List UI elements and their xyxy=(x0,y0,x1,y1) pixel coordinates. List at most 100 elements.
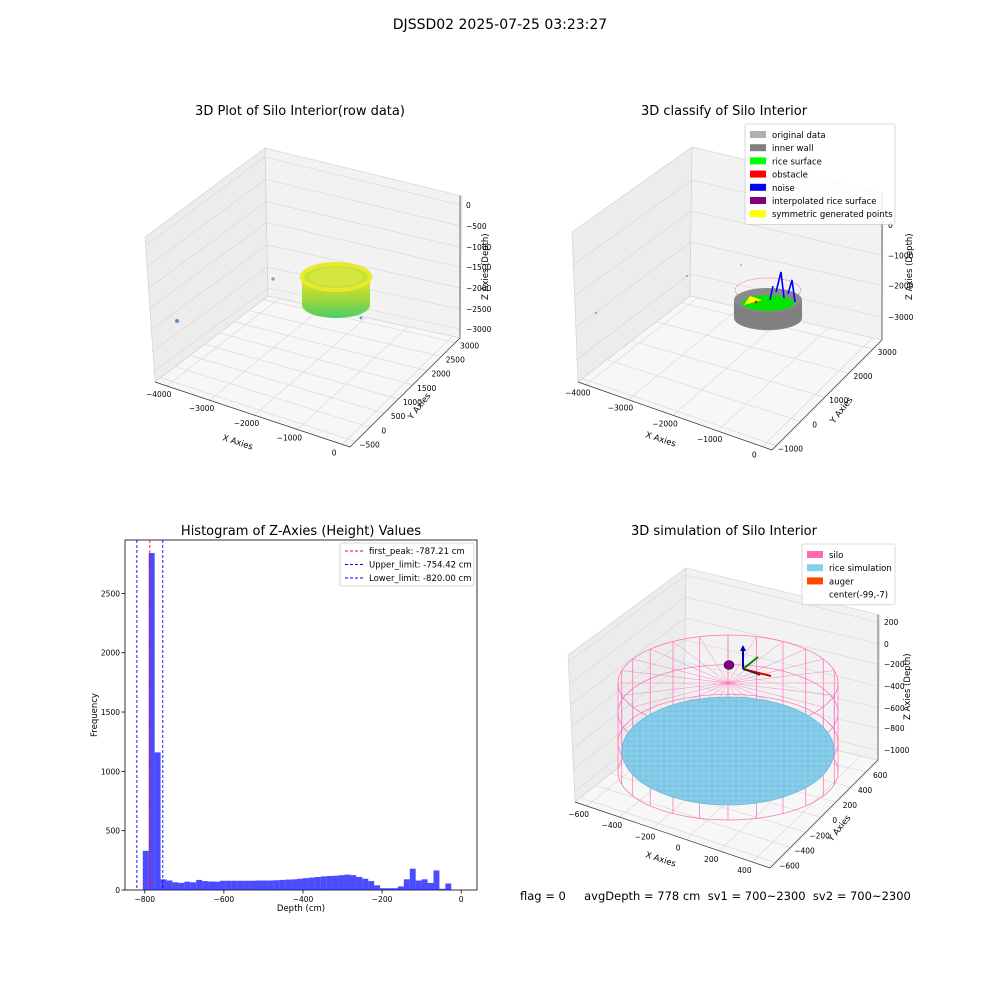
simulation-legend: silo rice simulation auger center(-99,-7) xyxy=(801,543,896,606)
raw-z-tick-label: −3000 xyxy=(466,325,492,334)
simulation-legend-swatch xyxy=(807,551,823,558)
histogram-x-tick-label: −400 xyxy=(293,895,314,904)
raw-point-cloud xyxy=(175,262,372,323)
histogram-bar xyxy=(314,876,321,890)
histogram-bar xyxy=(374,885,381,890)
histogram-bar xyxy=(219,880,226,890)
histogram-bar xyxy=(368,881,375,890)
classify-z-tick-label: −1000 xyxy=(888,251,914,260)
simulation-y-axis-line xyxy=(769,759,879,869)
histogram-bar xyxy=(433,870,440,890)
simulation-objects xyxy=(617,634,839,821)
raw-3d-axes: −4000−3000−2000−10000−500050010001500200… xyxy=(144,147,492,457)
classify-legend-swatch xyxy=(750,183,766,191)
classify-3d-axes: −4000 −3000 −2000 −1000 0 −1000 0 1000 2000 3000 0… xyxy=(565,123,915,460)
raw-y-tick-label: 2000 xyxy=(431,370,450,379)
classify-outlier-point xyxy=(686,275,688,277)
classify-x-tick-label: −3000 xyxy=(608,404,634,413)
classify-y-tick-label: 1000 xyxy=(829,396,848,405)
histogram-y-label: Frequency xyxy=(90,693,100,737)
classify-z-tick-label: −3000 xyxy=(888,313,914,322)
simulation-x-tick-label: 400 xyxy=(737,866,752,875)
histogram-bar xyxy=(166,880,173,890)
simulation-legend-label: silo xyxy=(829,551,843,561)
histogram-bar xyxy=(445,883,452,890)
histogram-bar xyxy=(320,876,327,890)
classify-z-label: Z Axies (Depth) xyxy=(905,233,915,300)
classify-legend-box xyxy=(744,123,896,225)
simulation-z-arrowhead xyxy=(740,645,746,651)
raw-y-tick-label: −500 xyxy=(359,441,380,450)
simulation-legend-label: center(-99,-7) xyxy=(829,591,888,601)
classify-y-tick-label: 2000 xyxy=(853,372,872,381)
histogram-bar xyxy=(231,880,238,890)
simulation-x-tick-label: 0 xyxy=(676,844,681,853)
simulation-legend-swatch xyxy=(807,564,823,572)
histogram-x-tick-label: −600 xyxy=(214,895,235,904)
simulation-y-tick-label: −600 xyxy=(779,862,800,871)
histogram-bar xyxy=(285,879,292,890)
raw-x-axis-line xyxy=(154,381,351,448)
raw-plot-title: 3D Plot of Silo Interior(row data) xyxy=(195,104,405,119)
raw-x-tick-label: −2000 xyxy=(234,419,260,428)
raw-y-tick-label: 0 xyxy=(381,426,386,435)
classify-y-axis-line xyxy=(771,339,883,451)
classify-obstacle-point xyxy=(754,300,758,304)
classify-y-tick-label: −1000 xyxy=(778,445,804,454)
raw-outlier-point xyxy=(271,277,275,281)
classify-legend-swatch xyxy=(750,170,766,178)
histogram-bar xyxy=(237,880,244,890)
simulation-z-tick-label: −200 xyxy=(884,660,905,669)
classify-legend-label: obstacle xyxy=(772,171,808,181)
classify-legend-label: symmetric generated points xyxy=(772,210,893,220)
histogram-legend-label: Upper_limit: -754.42 cm xyxy=(369,561,472,571)
histogram-bar xyxy=(279,879,286,890)
histogram-bar xyxy=(243,880,250,890)
histogram-bar xyxy=(350,875,357,890)
simulation-legend-label: rice simulation xyxy=(829,564,892,574)
simulation-z-tick-label: −800 xyxy=(884,724,905,733)
raw-z-label: Z Axies (Depth) xyxy=(481,233,491,300)
raw-y-tick-label: 1500 xyxy=(417,384,436,393)
histogram-ticks: −800 −600 −400 −200 0 0 500 1000 1500 2000 2500 xyxy=(101,589,464,904)
histogram-x-tick-label: −800 xyxy=(134,895,155,904)
histogram-bar xyxy=(415,880,422,890)
histogram-bar xyxy=(291,879,298,890)
classify-x-tick-label: −2000 xyxy=(652,419,678,428)
histogram-x-tick-label: 0 xyxy=(459,895,464,904)
histogram-legend-label: first_peak: -787.21 cm xyxy=(369,547,465,557)
classify-legend-label: rice surface xyxy=(772,157,822,167)
histogram-bar xyxy=(397,886,404,890)
raw-x-tick-label: 0 xyxy=(332,448,337,457)
classify-y-tick-label: 0 xyxy=(812,420,817,429)
histogram-plot-area xyxy=(124,539,478,891)
classify-legend-label: noise xyxy=(772,184,795,194)
histogram-bar xyxy=(154,752,161,890)
classify-outlier-point xyxy=(595,312,597,314)
raw-outlier-point xyxy=(175,319,179,323)
histogram-bar xyxy=(178,882,185,890)
simulation-x-label: X Axies xyxy=(644,850,677,869)
simulation-z-label: Z Axies (Depth) xyxy=(903,653,913,720)
histogram-bar xyxy=(213,881,220,890)
classify-legend-swatch xyxy=(750,197,766,204)
simulation-z-tick-label: −600 xyxy=(884,704,905,713)
histogram-bar xyxy=(160,879,167,890)
histogram-bar xyxy=(326,876,333,890)
histogram-bar xyxy=(196,879,203,890)
histogram-legend-box xyxy=(339,542,475,587)
raw-x-tick-label: −3000 xyxy=(189,404,215,413)
histogram-bar xyxy=(184,881,191,890)
histogram-bar xyxy=(344,874,351,890)
classify-x-label: X Axies xyxy=(644,430,677,449)
raw-z-tick-label: −500 xyxy=(466,222,487,231)
histogram-y-tick-label: 500 xyxy=(106,827,121,836)
histogram-bar xyxy=(338,875,345,890)
status-text: flag = 0 avgDepth = 778 cm sv1 = 700~230… xyxy=(520,889,911,903)
simulation-auger-line xyxy=(742,668,761,676)
histogram-title: Histogram of Z-Axies (Height) Values xyxy=(180,524,422,539)
classify-legend-label: inner wall xyxy=(772,144,813,154)
classify-noise-points xyxy=(769,271,796,303)
histogram-bar xyxy=(386,888,392,890)
